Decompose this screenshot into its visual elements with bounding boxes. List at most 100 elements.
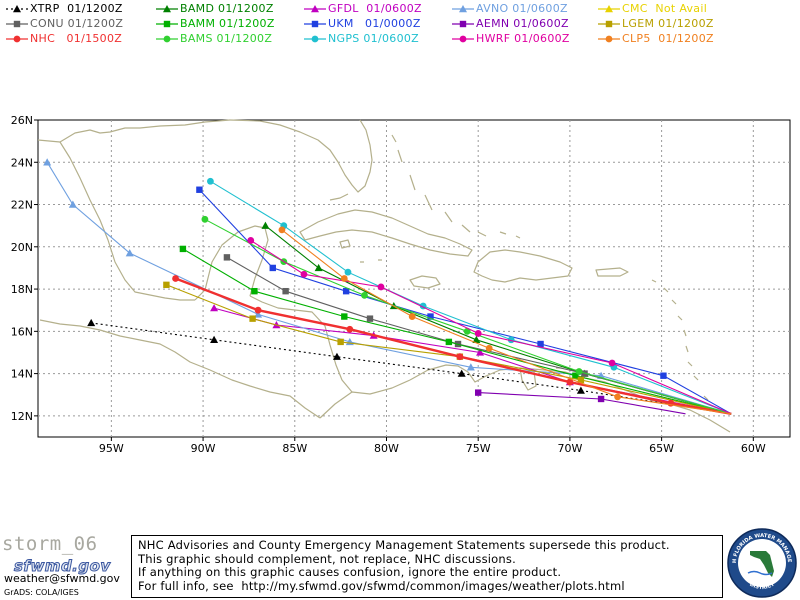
legend-swatch: [156, 20, 178, 28]
track-line-xtrp: [91, 322, 732, 415]
track-point-marker: [614, 393, 621, 401]
track-point-marker: [566, 378, 574, 386]
track-point-marker: [575, 368, 583, 375]
track-point-marker: [576, 386, 585, 394]
puerto-rico: [595, 267, 629, 277]
x-tick-label: 75W: [466, 442, 491, 455]
track-point-marker: [472, 335, 481, 343]
track-point-marker: [13, 20, 21, 28]
track-point-marker: [337, 338, 344, 346]
track-point-marker: [163, 35, 171, 43]
sfwmd-seal-logo: SOUTH FLORIDA WATER MANAGEMENT DISTRICT: [726, 527, 797, 598]
x-tick-label: 65W: [649, 442, 674, 455]
track-point-marker: [605, 35, 613, 43]
legend-swatch: [6, 5, 28, 13]
x-tick-label: 80W: [374, 442, 399, 455]
track-clp5: [278, 226, 732, 415]
legend-swatch: [304, 20, 326, 28]
track-point-marker: [474, 330, 482, 337]
grads-credit: GrADS: COLA/IGES: [4, 588, 79, 597]
track-nhc: [172, 275, 732, 415]
legend-label: BAMM 01/1200Z: [180, 17, 275, 30]
track-point-marker: [408, 313, 416, 320]
yucatan-coast: [194, 225, 269, 301]
legend-swatch: [156, 5, 178, 13]
legend-swatch: [598, 35, 620, 43]
legend-label: CONU 01/1200Z: [30, 17, 124, 30]
track-point-marker: [608, 359, 616, 367]
track-line-clp5: [281, 229, 732, 415]
track-point-marker: [163, 5, 171, 13]
legend-label: BAMS 01/1200Z: [180, 32, 273, 45]
disclaimer-line: If anything on this graphic causes confu…: [138, 565, 562, 579]
legend-swatch: [598, 20, 620, 28]
forecast-tracks: [43, 158, 732, 415]
legend-label: HWRF 01/0600Z: [476, 32, 570, 45]
track-point-marker: [311, 35, 319, 43]
track-point-marker: [466, 363, 475, 371]
y-tick-label: 24N: [11, 156, 33, 169]
track-point-marker: [581, 370, 588, 377]
track-point-marker: [179, 245, 187, 253]
panama-isthmus: [319, 379, 411, 419]
bahamas: [391, 134, 487, 237]
x-tick-label: 60W: [741, 442, 766, 455]
y-tick-label: 16N: [11, 325, 33, 338]
track-point-marker: [210, 304, 219, 312]
axis-labels: 95W 90W 85W 80W 75W 70W 65W 60W 26N 24N 22N 20N 18N 1…: [11, 114, 766, 455]
track-point-marker: [196, 186, 203, 193]
y-tick-label: 14N: [11, 368, 33, 381]
legend-label: UKM 01/0000Z: [328, 17, 421, 30]
legend-label: NHC 01/1500Z: [30, 32, 123, 45]
track-point-marker: [361, 292, 368, 299]
florida-keys: [329, 193, 349, 201]
legend-swatch: [304, 35, 326, 43]
track-point-marker: [485, 344, 493, 352]
track-point-marker: [300, 270, 308, 278]
disclaimer-link-line[interactable]: For full info, see http://my.sfwmd.gov/s…: [138, 578, 625, 593]
x-tick-label: 90W: [191, 442, 216, 455]
disclaimer-line: This graphic should complement, not repl…: [138, 551, 516, 566]
track-point-marker: [278, 226, 286, 234]
y-tick-label: 12N: [11, 410, 33, 423]
legend-swatch: [304, 5, 326, 13]
legend-label: BAMD 01/1200Z: [180, 2, 274, 15]
track-point-marker: [254, 306, 262, 314]
y-tick-label: 18N: [11, 283, 33, 296]
track-point-marker: [605, 5, 613, 13]
track-point-marker: [660, 372, 667, 379]
track-point-marker: [463, 327, 471, 335]
seal-florida-icon: [750, 551, 774, 577]
track-point-marker: [13, 5, 21, 13]
cayman-islands: [360, 259, 382, 263]
legend-swatch: [452, 20, 474, 28]
track-point-marker: [459, 20, 467, 28]
track-point-marker: [201, 215, 209, 223]
track-ngps: [207, 177, 732, 415]
track-point-marker: [163, 281, 170, 289]
lake-maracaibo: [519, 367, 537, 391]
sfwmd-logo[interactable]: sfwmd.gov: [14, 557, 111, 576]
track-point-marker: [254, 310, 263, 318]
legend-label: CMC Not Avail: [622, 2, 708, 15]
track-line-lgem: [166, 284, 732, 415]
track-point-marker: [340, 275, 348, 282]
track-point-marker: [314, 263, 323, 272]
track-point-marker: [332, 352, 341, 360]
legend-swatch: [452, 5, 474, 13]
track-point-marker: [261, 221, 270, 229]
track-point-marker: [459, 35, 467, 43]
track-point-marker: [597, 395, 605, 403]
legend-swatch: [6, 20, 28, 28]
track-point-marker: [249, 315, 256, 322]
contact-email[interactable]: weather@sfwmd.gov: [4, 572, 120, 585]
x-tick-label: 95W: [99, 442, 124, 455]
track-point-marker: [346, 325, 354, 333]
x-tick-label: 70W: [557, 442, 582, 455]
y-tick-label: 26N: [11, 114, 33, 127]
isle-of-youth: [339, 239, 351, 249]
jamaica: [409, 275, 441, 289]
track-point-marker: [311, 20, 319, 28]
x-tick-label: 85W: [282, 442, 307, 455]
legend-label: CLP5 01/1200Z: [622, 32, 714, 45]
